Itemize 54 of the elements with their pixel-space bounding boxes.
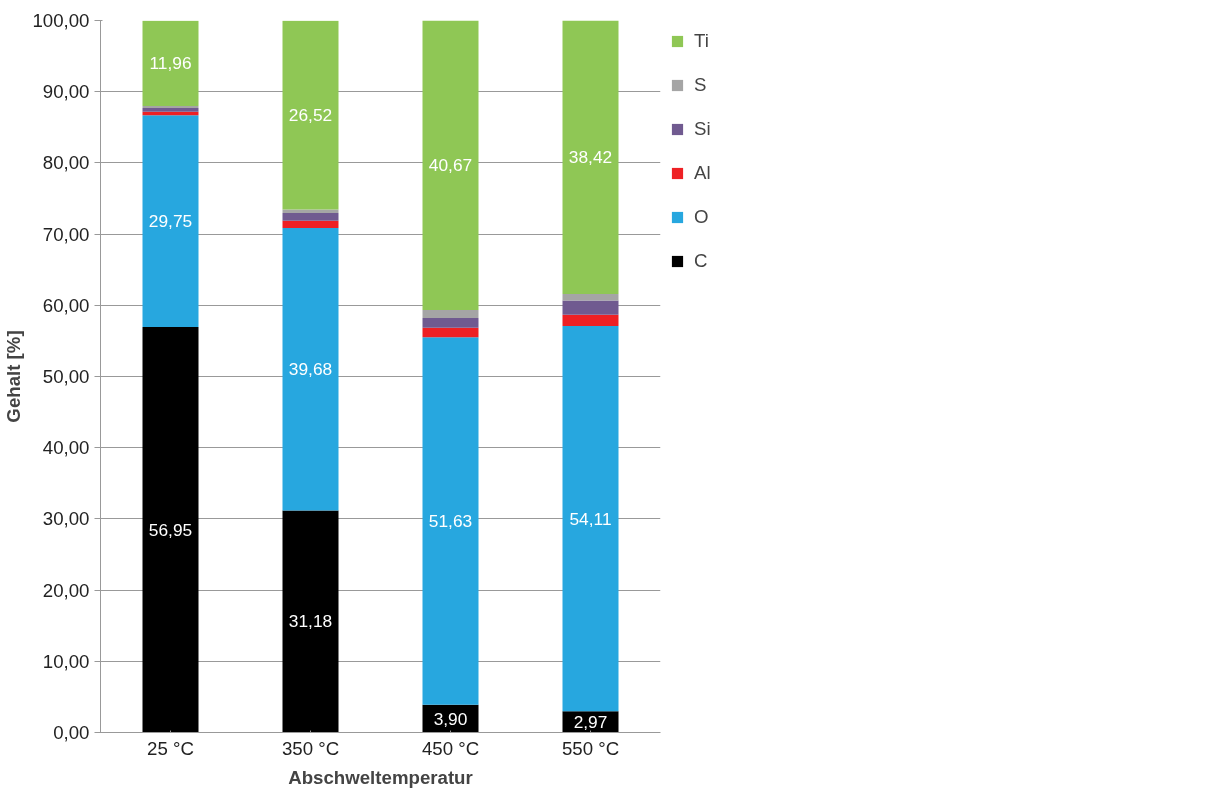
- legend-label: C: [694, 250, 709, 272]
- data-label: 40,67: [428, 155, 473, 176]
- bar: [282, 510, 339, 733]
- x-tick-label: 450 °C: [421, 737, 480, 759]
- bar: [562, 314, 619, 327]
- y-tick-label: 20,00: [42, 579, 90, 601]
- y-tick-label: 60,00: [42, 294, 90, 316]
- bar: [142, 115, 199, 328]
- bar: [562, 326, 619, 712]
- data-label: 11,96: [149, 53, 192, 74]
- y-tick-label: 70,00: [42, 223, 90, 245]
- data-label: 29,75: [148, 211, 193, 232]
- data-label: 3,90: [433, 708, 468, 729]
- data-label: 39,68: [288, 359, 333, 380]
- bar: [282, 220, 339, 228]
- bar: [562, 20, 619, 295]
- bar: [282, 209, 339, 214]
- y-tick-label: 10,00: [42, 650, 90, 672]
- bar: [142, 20, 199, 106]
- legend-label: S: [694, 74, 708, 96]
- data-label: 51,63: [428, 510, 473, 531]
- x-axis-title: Abschweltemperatur: [288, 766, 473, 788]
- y-tick-label: 40,00: [42, 437, 90, 459]
- bar: [142, 327, 199, 733]
- y-axis-title: Gehalt [%]: [3, 330, 25, 423]
- data-label: 2,97: [573, 711, 608, 732]
- bar: [422, 327, 479, 338]
- y-tick-label: 0,00: [53, 722, 90, 743]
- legend-label: Al: [694, 162, 712, 184]
- legend-label: Ti: [694, 30, 710, 52]
- bar: [562, 294, 619, 301]
- bar: [562, 300, 619, 315]
- y-tick-label: 50,00: [42, 366, 90, 387]
- data-label: 26,52: [288, 105, 333, 126]
- bar: [422, 317, 479, 328]
- bar: [422, 310, 479, 318]
- bar: [422, 337, 479, 705]
- y-tick-label: 80,00: [42, 152, 90, 174]
- legend-label: Si: [694, 118, 712, 140]
- data-label: 56,95: [148, 519, 193, 540]
- legend-label: O: [694, 206, 710, 228]
- bar: [422, 20, 479, 311]
- data-label: 38,42: [568, 147, 613, 168]
- y-tick-label: 100,00: [32, 10, 90, 31]
- data-label: 54,11: [569, 508, 612, 529]
- x-tick-label: 550 °C: [561, 737, 620, 759]
- x-tick-label: 350 °C: [281, 737, 340, 759]
- bar: [282, 213, 339, 221]
- x-tick-label: 25 °C: [147, 737, 194, 759]
- data-label: 31,18: [288, 611, 333, 632]
- bar: [282, 20, 339, 210]
- y-tick-label: 30,00: [42, 508, 90, 530]
- bar: [282, 227, 339, 511]
- y-tick-label: 90,00: [42, 81, 90, 103]
